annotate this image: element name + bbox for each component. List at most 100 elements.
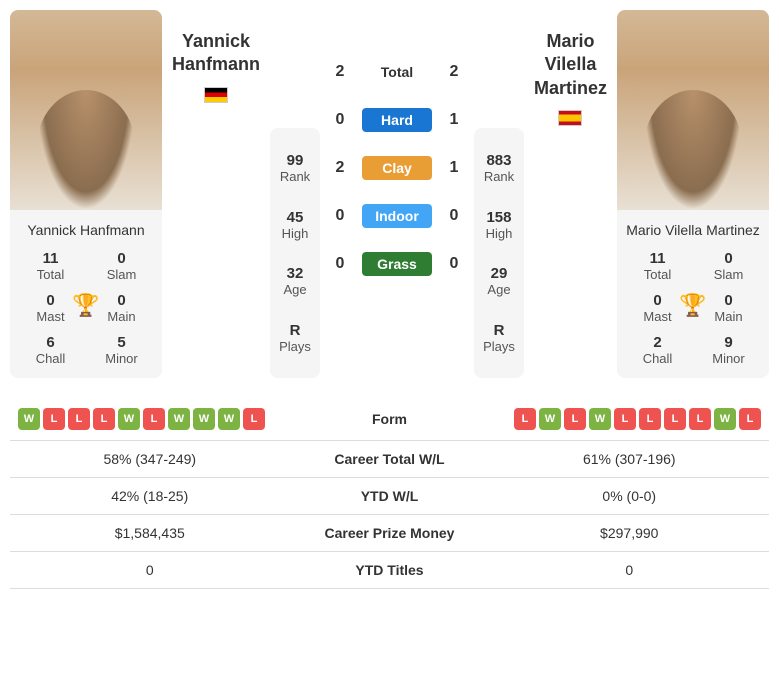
h2h-p1-val: 0: [330, 207, 350, 225]
h2h-p1-val: 0: [330, 255, 350, 273]
h2h-p2-val: 0: [444, 255, 464, 273]
p2-career-wl: 61% (307-196): [490, 441, 770, 478]
form-badge[interactable]: W: [714, 408, 736, 430]
form-badge[interactable]: W: [118, 408, 140, 430]
h2h-surfaces: 0 Hard 1 2 Clay 1 0 Indoor 0 0 Grass 0: [330, 108, 464, 276]
p2-rank: 883Rank: [482, 152, 516, 184]
h2h-p1-val: 2: [330, 159, 350, 177]
player2-photo[interactable]: [617, 10, 769, 210]
p1-ytd-titles: 0: [10, 552, 290, 589]
h2h-p1-total: 2: [330, 63, 350, 81]
player2-stats: 883Rank 158High 29Age RPlays: [474, 128, 524, 378]
form-badge[interactable]: L: [93, 408, 115, 430]
player2-titles-card: Mario Vilella Martinez 11Total 0Slam 0Ma…: [617, 210, 769, 378]
form-badge[interactable]: L: [243, 408, 265, 430]
surface-pill[interactable]: Indoor: [362, 204, 432, 228]
form-badge[interactable]: L: [689, 408, 711, 430]
spain-flag-icon: [558, 110, 582, 126]
form-badge[interactable]: W: [589, 408, 611, 430]
p1-rank: 99Rank: [278, 152, 312, 184]
prize-label: Career Prize Money: [290, 515, 490, 552]
p1-career-wl: 58% (347-249): [10, 441, 290, 478]
form-badge[interactable]: L: [514, 408, 536, 430]
form-badge[interactable]: L: [614, 408, 636, 430]
player2-name-column: Mario Vilella Martinez: [534, 10, 607, 378]
p2-age: 29Age: [482, 265, 516, 297]
p2-ytd-wl: 0% (0-0): [490, 478, 770, 515]
player2-name[interactable]: Mario Vilella Martinez: [625, 222, 761, 238]
form-badge[interactable]: W: [193, 408, 215, 430]
form-badge[interactable]: L: [564, 408, 586, 430]
p2-minor-cell: 9Minor: [696, 334, 761, 366]
h2h-total-label: Total: [362, 60, 432, 84]
form-badge[interactable]: L: [639, 408, 661, 430]
p1-plays: RPlays: [278, 322, 312, 354]
h2h-total-row: 2 Total 2: [330, 60, 464, 84]
p1-prize: $1,584,435: [10, 515, 290, 552]
form-badge[interactable]: W: [539, 408, 561, 430]
ytd-titles-label: YTD Titles: [290, 552, 490, 589]
h2h-p2-total: 2: [444, 63, 464, 81]
career-wl-row: 58% (347-249) Career Total W/L 61% (307-…: [10, 441, 769, 478]
h2h-surface-row: 0 Hard 1: [330, 108, 464, 132]
h2h-surface-row: 0 Indoor 0: [330, 204, 464, 228]
p2-chall-cell: 2Chall: [625, 334, 690, 366]
h2h-surface-row: 2 Clay 1: [330, 156, 464, 180]
form-badge[interactable]: W: [218, 408, 240, 430]
h2h-p2-val: 1: [444, 159, 464, 177]
player1-photo[interactable]: [10, 10, 162, 210]
surface-pill[interactable]: Grass: [362, 252, 432, 276]
h2h-p1-val: 0: [330, 111, 350, 129]
p1-slam-cell: 0Slam: [89, 250, 154, 282]
player2-titles-grid: 11Total 0Slam 0Mast 0Main 2Chall 9Minor …: [625, 250, 761, 366]
player1-titles-card: Yannick Hanfmann 11Total 0Slam 0Mast 0Ma…: [10, 210, 162, 378]
trophy-icon: 🏆: [679, 292, 706, 318]
form-badge[interactable]: L: [43, 408, 65, 430]
player2-form: LWLWLLLLWL: [498, 408, 762, 430]
p2-plays: RPlays: [482, 322, 516, 354]
ytd-wl-label: YTD W/L: [290, 478, 490, 515]
p1-age: 32Age: [278, 265, 312, 297]
player2-column: Mario Vilella Martinez 11Total 0Slam 0Ma…: [617, 10, 769, 378]
trophy-icon: 🏆: [72, 292, 99, 318]
top-section: Yannick Hanfmann 11Total 0Slam 0Mast 0Ma…: [10, 10, 769, 378]
p1-ytd-wl: 42% (18-25): [10, 478, 290, 515]
ytd-wl-row: 42% (18-25) YTD W/L 0% (0-0): [10, 478, 769, 515]
h2h-column: 2 Total 2 0 Hard 1 2 Clay 1 0 Indoor 0 0 Grass 0: [330, 10, 464, 378]
p1-chall-cell: 6Chall: [18, 334, 83, 366]
player1-form: WLLLWLWWWL: [18, 408, 282, 430]
form-badge[interactable]: W: [18, 408, 40, 430]
prize-row: $1,584,435 Career Prize Money $297,990: [10, 515, 769, 552]
form-badge[interactable]: L: [68, 408, 90, 430]
p2-slam-cell: 0Slam: [696, 250, 761, 282]
form-badge[interactable]: L: [739, 408, 761, 430]
h2h-p2-val: 1: [444, 111, 464, 129]
p2-high: 158High: [482, 209, 516, 241]
player2-full-name: Mario Vilella Martinez: [534, 30, 607, 100]
germany-flag-icon: [204, 87, 228, 103]
ytd-titles-row: 0 YTD Titles 0: [10, 552, 769, 589]
player1-titles-grid: 11Total 0Slam 0Mast 0Main 6Chall 5Minor …: [18, 250, 154, 366]
career-wl-label: Career Total W/L: [290, 441, 490, 478]
surface-pill[interactable]: Hard: [362, 108, 432, 132]
h2h-p2-val: 0: [444, 207, 464, 225]
player1-name-column: Yannick Hanfmann: [172, 10, 260, 378]
form-row: WLLLWLWWWL Form LWLWLLLLWL: [10, 398, 769, 441]
h2h-surface-row: 0 Grass 0: [330, 252, 464, 276]
form-badge[interactable]: W: [168, 408, 190, 430]
p2-ytd-titles: 0: [490, 552, 770, 589]
p1-minor-cell: 5Minor: [89, 334, 154, 366]
p2-prize: $297,990: [490, 515, 770, 552]
form-label: Form: [290, 398, 490, 441]
p1-total-cell: 11Total: [18, 250, 83, 282]
p1-high: 45High: [278, 209, 312, 241]
player1-full-name: Yannick Hanfmann: [172, 30, 260, 77]
player1-name[interactable]: Yannick Hanfmann: [18, 222, 154, 238]
player1-column: Yannick Hanfmann 11Total 0Slam 0Mast 0Ma…: [10, 10, 162, 378]
form-badge[interactable]: L: [143, 408, 165, 430]
form-badge[interactable]: L: [664, 408, 686, 430]
player1-stats: 99Rank 45High 32Age RPlays: [270, 128, 320, 378]
surface-pill[interactable]: Clay: [362, 156, 432, 180]
p2-total-cell: 11Total: [625, 250, 690, 282]
comparison-table: WLLLWLWWWL Form LWLWLLLLWL 58% (347-249)…: [10, 398, 769, 589]
